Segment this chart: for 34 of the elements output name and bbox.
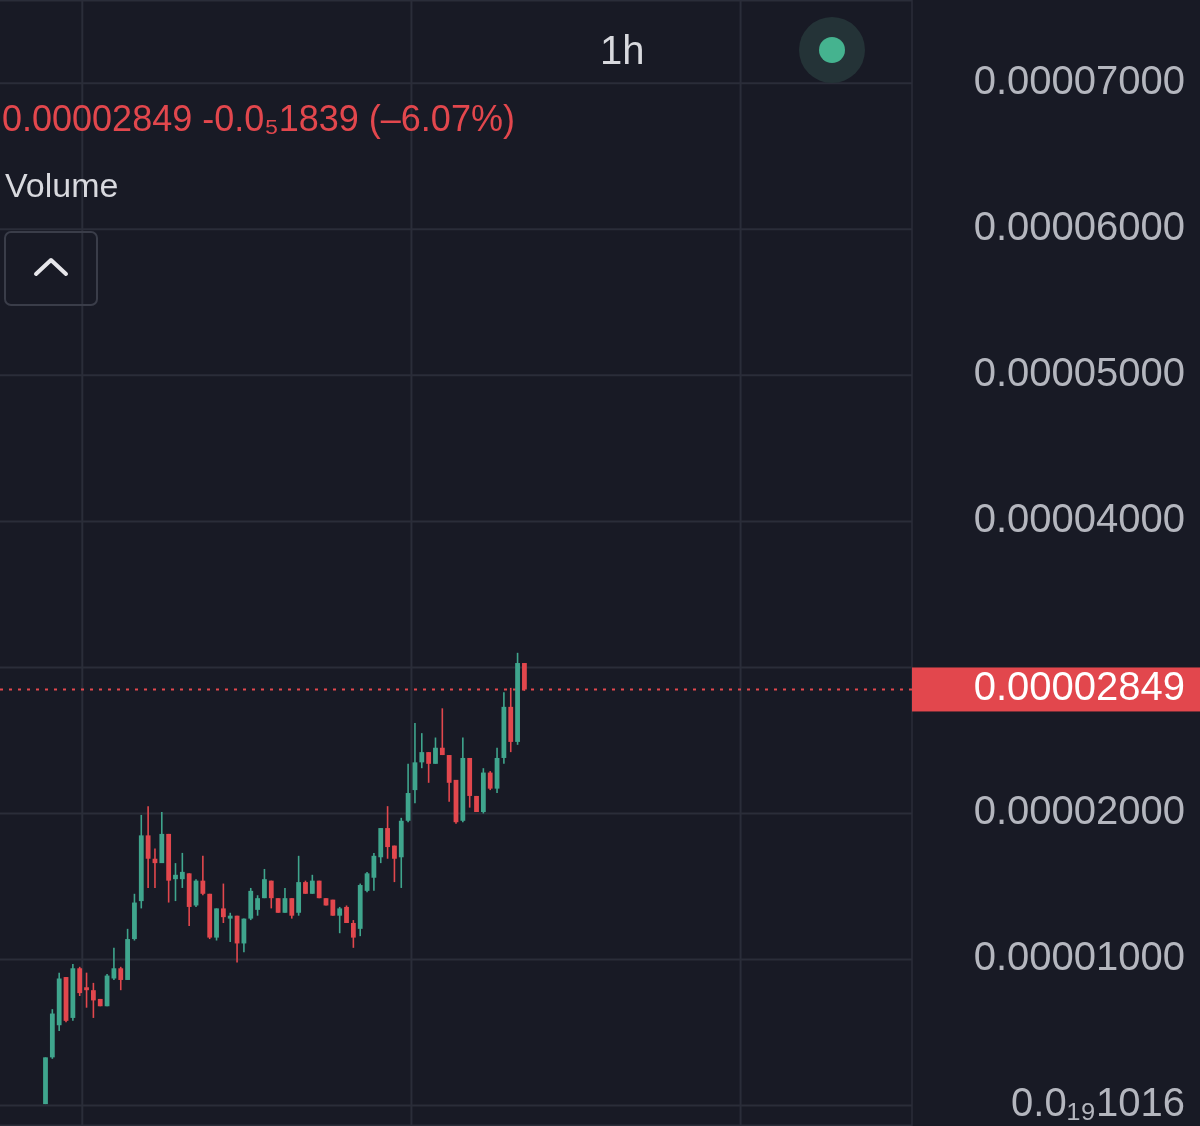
candlestick xyxy=(220,882,226,924)
candlestick xyxy=(385,805,390,860)
text: 1h xyxy=(600,28,645,72)
y-tick-label: 0.00005000 xyxy=(973,349,1185,394)
candlestick xyxy=(419,732,425,769)
candlestick xyxy=(118,966,124,991)
candlestick xyxy=(179,852,185,889)
annotation: Volume xyxy=(5,166,119,204)
candlestick xyxy=(90,982,96,1019)
candlestick xyxy=(84,971,89,1009)
candlestick xyxy=(392,844,397,883)
candlestick xyxy=(289,897,295,920)
candlestick xyxy=(350,919,356,949)
candlestick xyxy=(227,911,233,943)
text: 0.00002849 -0.0₅1839 (–6.07%) xyxy=(2,98,515,139)
y-tick-label: 0.00002000 xyxy=(973,788,1185,833)
candlestick xyxy=(309,874,315,895)
candlestick xyxy=(200,855,206,897)
y-tick-label: 0.0₁₉1016 xyxy=(1011,1080,1185,1125)
candlestick xyxy=(173,862,178,902)
y-tick-label: 0.00004000 xyxy=(973,495,1185,540)
candlestick xyxy=(487,770,493,791)
ref-line-label: 0.00002849 xyxy=(973,664,1185,709)
y-tick-label: 0.00007000 xyxy=(973,57,1185,102)
candlestick xyxy=(268,879,274,910)
candlestick xyxy=(145,805,151,889)
y-tick-label: 0.00006000 xyxy=(973,203,1185,248)
candlestick xyxy=(433,736,438,765)
candlestick xyxy=(439,707,445,756)
candlestick xyxy=(337,906,343,935)
y-tick-label: 0.00001000 xyxy=(973,934,1185,979)
candlestick xyxy=(426,751,432,784)
candlestick xyxy=(262,868,267,899)
candlestick xyxy=(255,894,260,917)
